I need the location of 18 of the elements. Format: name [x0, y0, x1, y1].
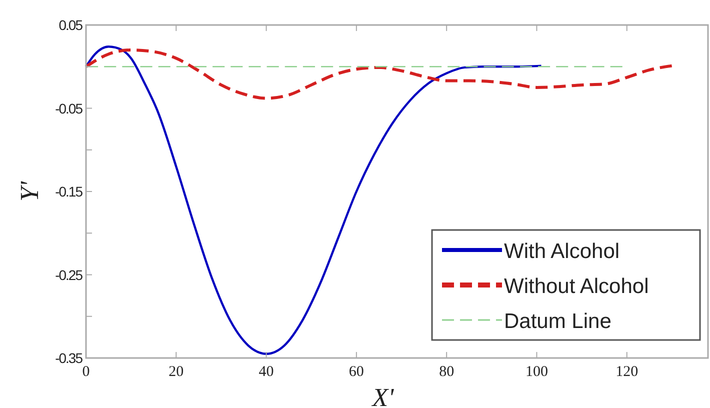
legend-label: With Alcohol — [504, 240, 620, 263]
y-tick-label: -0.25 — [55, 266, 84, 283]
legend-label: Without Alcohol — [504, 275, 649, 298]
x-axis-title: X' — [371, 383, 394, 408]
y-tick-label: -0.35 — [55, 350, 84, 366]
line-series — [84, 48, 674, 100]
y-tick-label: 0.05 — [58, 17, 84, 33]
y-tick-label: -0.15 — [55, 184, 84, 200]
x-tick-label: 120 — [616, 364, 638, 380]
x-tick-label: 20 — [168, 364, 184, 380]
x-tick-label: 60 — [348, 364, 364, 380]
y-axis-title: Y' — [15, 181, 44, 202]
y-tick-label: -0.05 — [55, 100, 84, 116]
x-tick-label: 0 — [82, 364, 90, 380]
x-tick-label: 40 — [258, 364, 274, 380]
x-tick-label: 100 — [525, 364, 548, 380]
x-tick-label: 80 — [439, 364, 454, 380]
legend-label: Datum Line — [504, 310, 612, 333]
